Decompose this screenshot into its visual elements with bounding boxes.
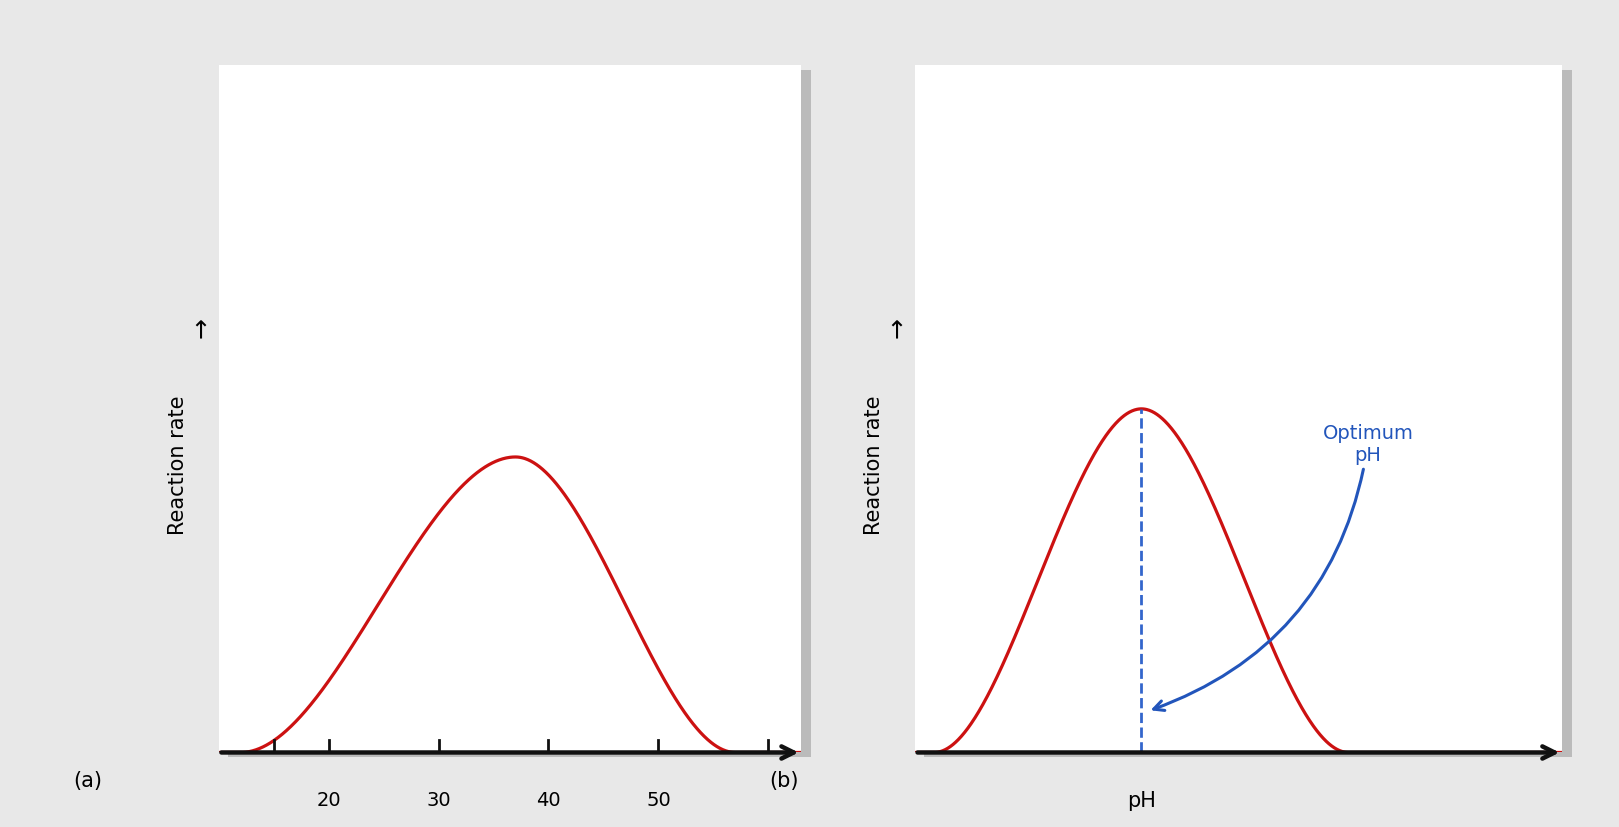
- Text: (a): (a): [73, 770, 102, 790]
- Text: (b): (b): [769, 770, 798, 790]
- Text: 30: 30: [426, 791, 450, 810]
- Text: →: →: [886, 317, 908, 337]
- Text: Reaction rate: Reaction rate: [168, 394, 188, 534]
- Text: Optimum
pH: Optimum pH: [1154, 423, 1413, 710]
- Text: pH: pH: [1127, 791, 1156, 810]
- Text: 50: 50: [646, 791, 670, 810]
- Text: Reaction rate: Reaction rate: [865, 394, 884, 534]
- Text: 40: 40: [536, 791, 560, 810]
- Text: →: →: [189, 317, 212, 337]
- Text: 20: 20: [316, 791, 342, 810]
